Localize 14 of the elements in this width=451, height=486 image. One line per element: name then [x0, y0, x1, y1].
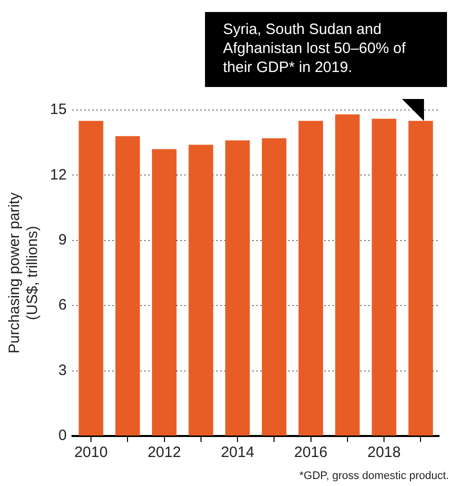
y-axis-title: Purchasing power parity (US$, trillions) [6, 192, 42, 354]
y-tick-label: 9 [58, 232, 67, 249]
text: Syria, South Sudan and Afghanistan lost 50–60% of their GDP* in 2019. [205, 12, 447, 87]
x-tick-label: 2010 [74, 444, 108, 462]
x-tick-label: 2016 [294, 444, 328, 462]
y-tick-label: 12 [50, 166, 67, 184]
x-tick-label: 2012 [148, 444, 181, 462]
x-tick-label: 2014 [220, 444, 254, 462]
text: *GDP, gross domestic product. [299, 470, 449, 482]
y-tick-label: 0 [58, 427, 67, 444]
y-tick-label: 15 [50, 101, 67, 118]
y-tick-label: 6 [58, 296, 67, 314]
x-tick-label: 2018 [367, 444, 401, 462]
y-tick-label: 3 [58, 362, 67, 379]
